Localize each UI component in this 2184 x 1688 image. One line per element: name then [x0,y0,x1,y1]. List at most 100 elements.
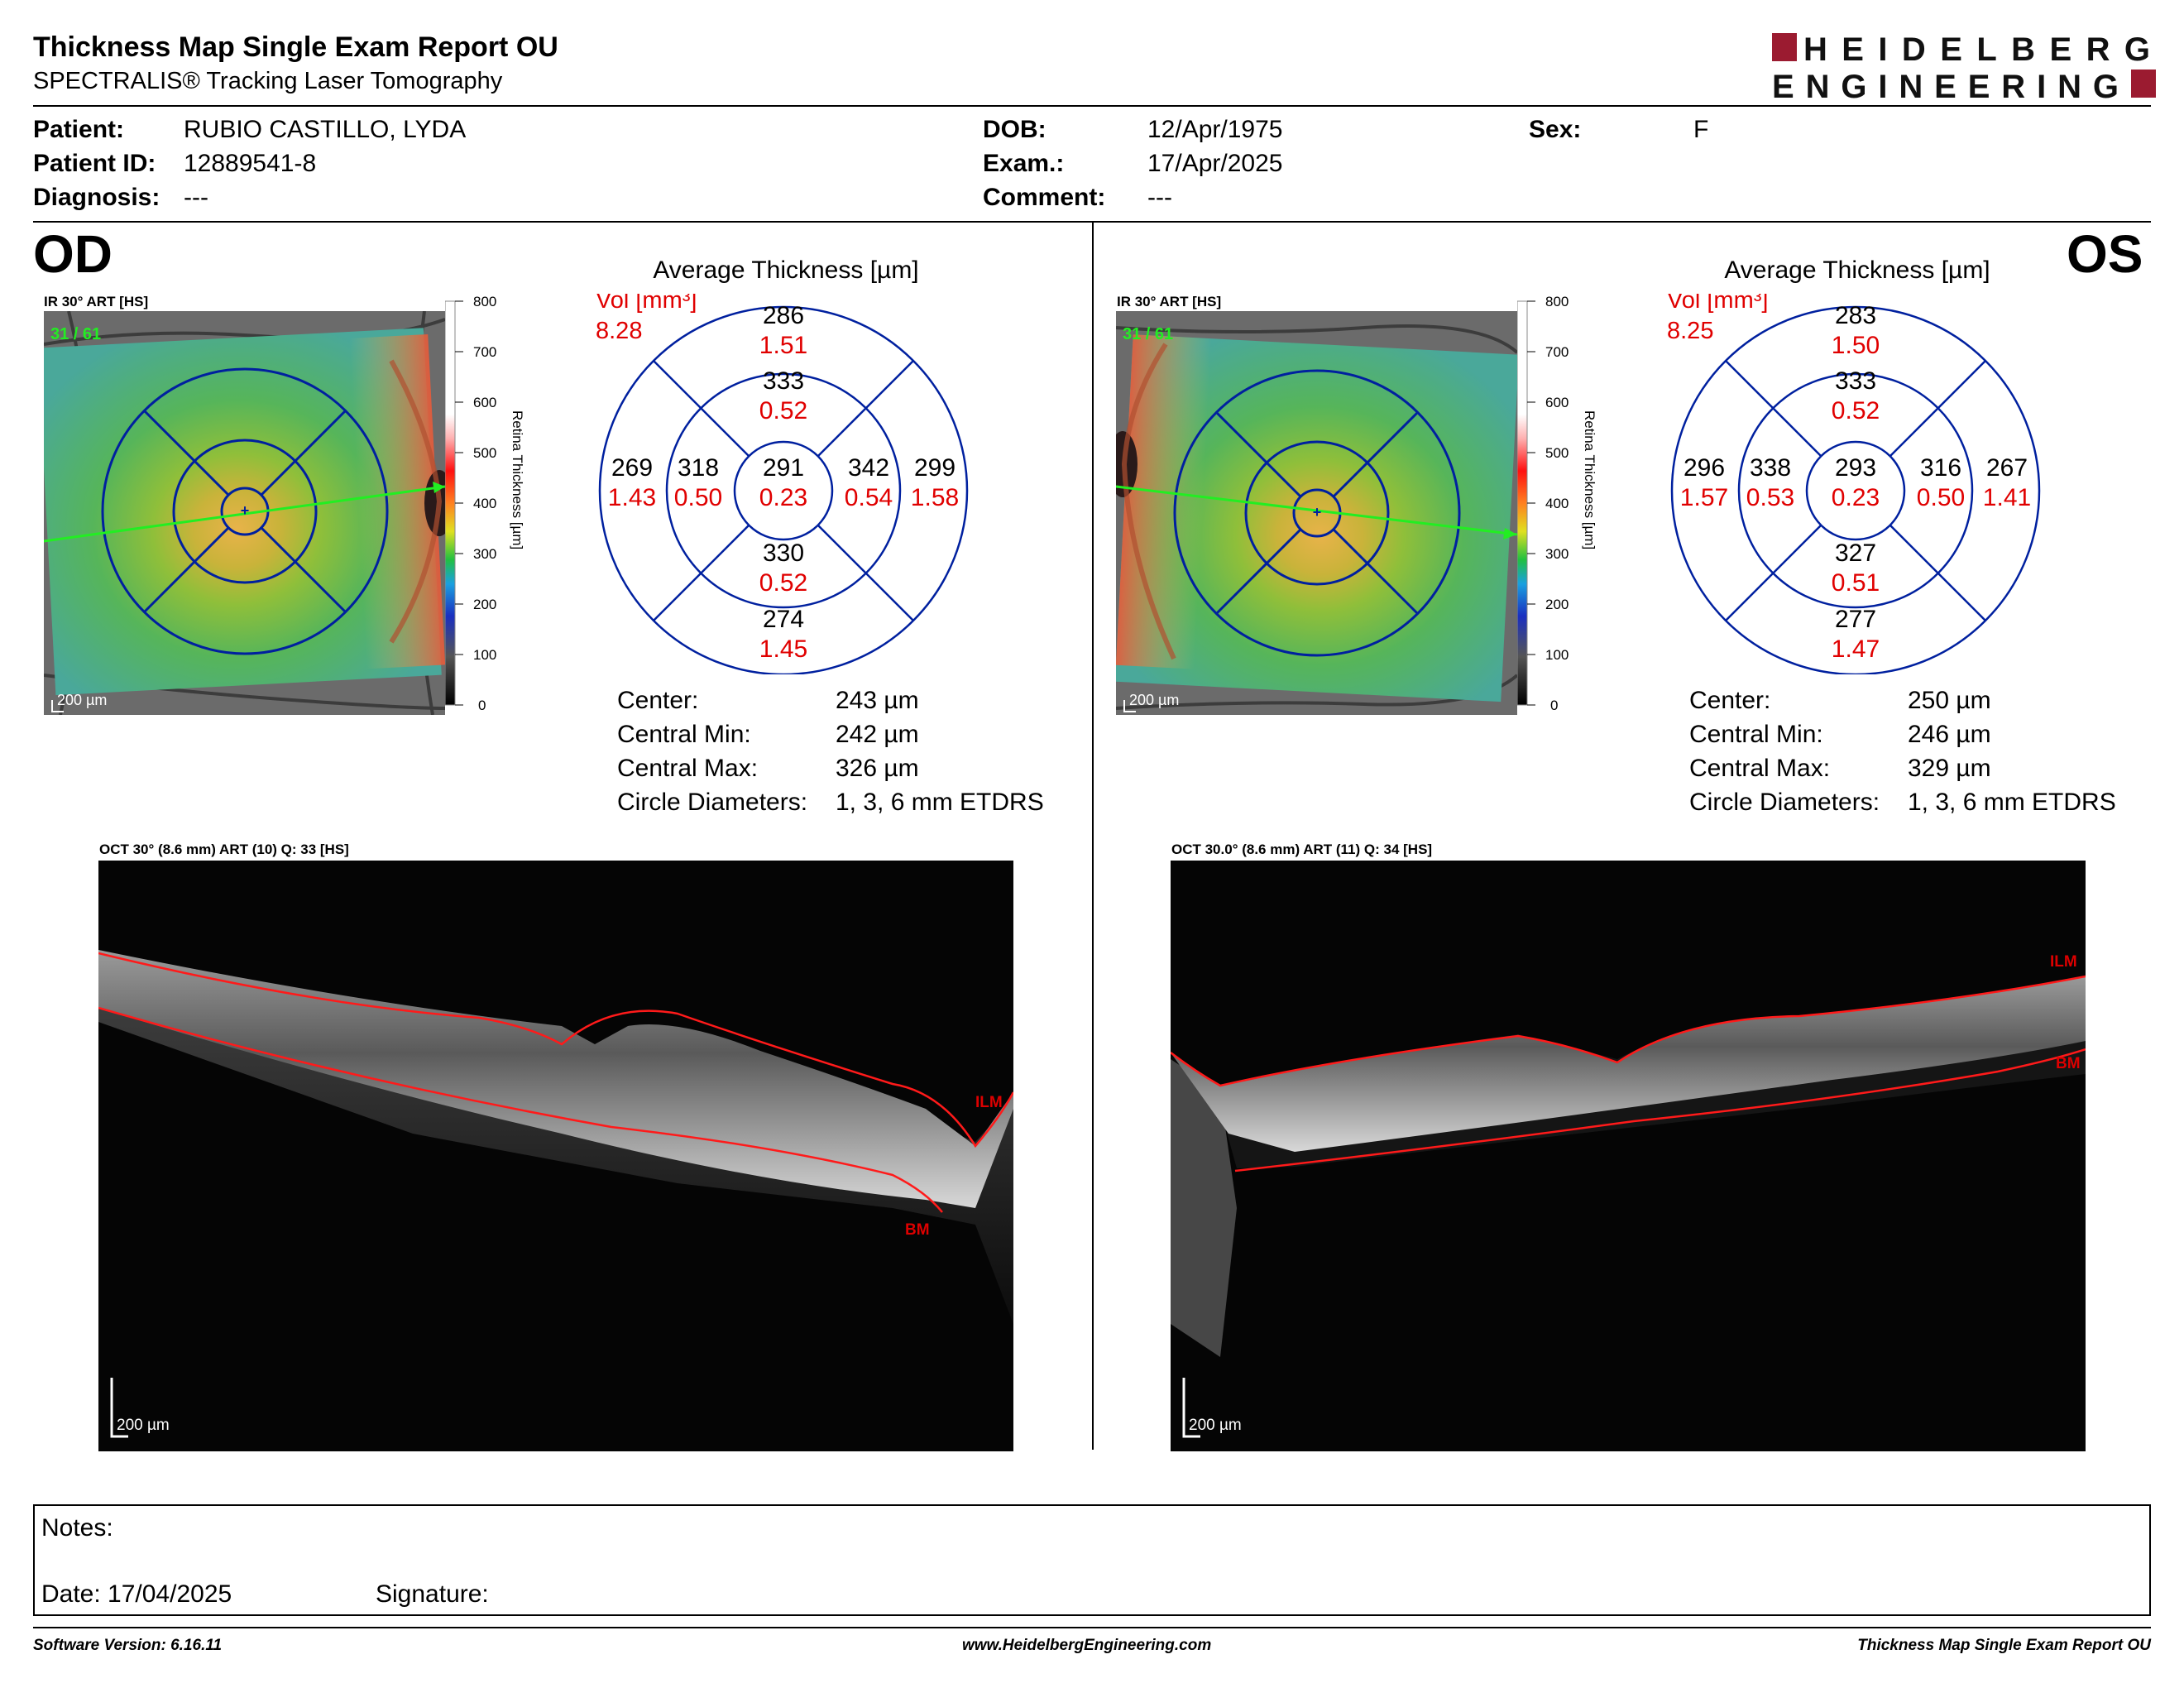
od-map-scalebar: 200 µm [57,692,107,708]
os-etdrs-chart: Vol [mm³] 8.25 283 1.50 333 0.52 296 1.5… [1667,294,2041,674]
comment-value: --- [1147,184,1172,211]
patient-divider [33,221,2151,223]
scale-tick: 500 [473,445,496,461]
od-stat-diam-label: Circle Diameters: [617,789,808,816]
signature-label: Signature: [376,1580,489,1608]
od-inner-left-thickness: 318 [678,454,719,482]
od-center-volume: 0.23 [759,484,807,511]
eye-divider [1092,223,1094,1450]
patient-name: RUBIO CASTILLO, LYDA [184,116,467,143]
od-scan-arrow [433,482,445,493]
scale-tick: 0 [478,698,486,713]
od-inner-right-thickness: 342 [848,454,889,482]
od-map-etdrs-grid [101,367,389,655]
scale-tick: 300 [1545,546,1569,562]
od-oct-caption: OCT 30° (8.6 mm) ART (10) Q: 33 [HS] [99,842,349,857]
scale-tick: 100 [473,647,496,663]
os-ilm-label: ILM [2050,953,2077,971]
os-stat-max-label: Central Max: [1689,755,1831,782]
os-oct-caption: OCT 30.0° (8.6 mm) ART (11) Q: 34 [HS] [1171,842,1433,857]
heidelberg-logo: HEIDELBERG ENGINEERING [1772,31,2156,101]
od-outer-left-thickness: 269 [611,454,653,482]
patient-id-label: Patient ID: [33,150,156,177]
os-inner-sup-thickness: 333 [1835,367,1876,395]
footer-report-title: Thickness Map Single Exam Report OU [1857,1637,2151,1654]
od-grid-title: Average Thickness [µm] [653,257,919,284]
od-stat-center-label: Center: [617,687,699,714]
diagnosis-label: Diagnosis: [33,184,160,211]
os-label: OS [2067,224,2143,284]
os-grid-title: Average Thickness [µm] [1724,257,1990,284]
website-link[interactable]: www.HeidelbergEngineering.com [962,1637,1212,1654]
sex-value: F [1693,116,1709,143]
report-title: Thickness Map Single Exam Report OU [33,31,558,63]
dob-label: DOB: [983,116,1046,143]
scale-tick: 600 [473,395,496,410]
od-outer-right-thickness: 299 [914,454,956,482]
os-inner-right-thickness: 316 [1920,454,1961,482]
scale-tick: 800 [1545,295,1569,309]
report-subtitle: SPECTRALIS® Tracking Laser Tomography [33,68,503,94]
diagnosis-value: --- [184,184,208,211]
os-outer-right-thickness: 267 [1986,454,2028,482]
notes-label: Notes: [41,1514,113,1542]
od-oct-bscan: ILM BM 200 µm [98,861,1013,1451]
od-color-scale: 800 700 600 500 400 300 200 100 0 Retina… [445,295,525,713]
od-outer-right-volume: 1.58 [911,484,959,511]
notes-box[interactable]: Notes: Date: 17/04/2025 Signature: [33,1504,2151,1616]
exam-label: Exam.: [983,150,1065,177]
os-scan-arrow [1503,528,1517,539]
od-thickness-map: + 31 / 61 200 µm [44,311,445,715]
os-color-scale: 800 700 600 500 400 300 200 100 0 Retina… [1517,295,1597,713]
os-stat-min-value: 246 µm [1908,721,1991,748]
os-stat-center-label: Center: [1689,687,1771,714]
dob-value: 12/Apr/1975 [1147,116,1283,143]
os-frame-counter: 31 / 61 [1123,325,1173,343]
od-outer-left-volume: 1.43 [608,484,656,511]
od-inner-left-volume: 0.50 [674,484,722,511]
os-outer-inf-thickness: 277 [1835,606,1876,633]
scale-tick: 300 [473,546,496,562]
footer-divider [33,1627,2151,1628]
od-vol-total: 8.28 [596,318,642,344]
od-outer-inf-thickness: 274 [763,606,804,633]
header-divider [33,105,2151,107]
scale-tick: 700 [473,344,496,360]
os-bm-line [1234,1048,2086,1172]
od-label: OD [33,224,113,284]
scale-tick: 0 [1550,698,1558,713]
os-inner-sup-volume: 0.52 [1832,397,1880,424]
od-stat-max-value: 326 µm [836,755,919,782]
od-inner-sup-thickness: 333 [763,367,804,395]
od-ilm-label: ILM [975,1094,1003,1111]
od-outer-sup-volume: 1.51 [759,332,807,359]
od-stat-center-value: 243 µm [836,687,919,714]
od-stat-min-label: Central Min: [617,721,751,748]
od-ir-caption: IR 30° ART [HS] [44,294,149,309]
od-outer-inf-volume: 1.45 [759,635,807,663]
os-inner-left-volume: 0.53 [1746,484,1794,511]
os-outer-right-volume: 1.41 [1983,484,2031,511]
os-scan-line [1116,485,1517,536]
od-stat-diam-value: 1, 3, 6 mm ETDRS [836,789,1044,816]
od-bm-line [98,1006,943,1213]
od-stat-max-label: Central Max: [617,755,759,782]
os-stat-max-value: 329 µm [1908,755,1991,782]
os-stat-min-label: Central Min: [1689,721,1823,748]
scale-tick: 100 [1545,647,1569,663]
scale-tick: 400 [473,496,496,511]
os-stat-diam-value: 1, 3, 6 mm ETDRS [1908,789,2116,816]
od-ilm-line [98,952,1013,1149]
scale-tick: 500 [1545,445,1569,461]
os-vol-total: 8.25 [1667,318,1713,344]
os-ir-caption: IR 30° ART [HS] [1117,294,1222,309]
date-label: Date: 17/04/2025 [41,1580,232,1608]
os-outer-sup-volume: 1.50 [1832,332,1880,359]
os-outer-inf-volume: 1.47 [1832,635,1880,663]
os-ilm-line [1171,975,2086,1087]
os-bm-label: BM [2056,1055,2081,1072]
os-inner-inf-thickness: 327 [1835,539,1876,567]
os-vol-label: Vol [mm³] [1667,294,1768,314]
logo-line1: HEIDELBERG [1803,31,2155,68]
os-thickness-map: + 31 / 61 200 µm [1116,311,1517,715]
